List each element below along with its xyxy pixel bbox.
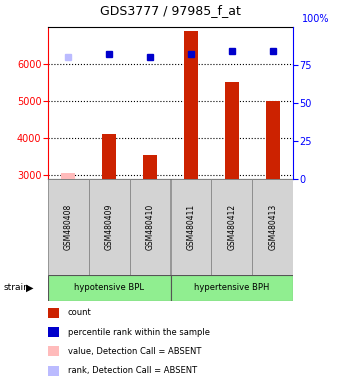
Bar xyxy=(252,179,293,275)
Text: hypertensive BPH: hypertensive BPH xyxy=(194,283,270,293)
Text: ▶: ▶ xyxy=(26,283,33,293)
Text: value, Detection Call = ABSENT: value, Detection Call = ABSENT xyxy=(68,347,201,356)
Text: hypotensive BPL: hypotensive BPL xyxy=(74,283,144,293)
Bar xyxy=(170,275,293,301)
Bar xyxy=(48,275,170,301)
Bar xyxy=(61,173,75,179)
Bar xyxy=(102,134,116,179)
Text: GSM480408: GSM480408 xyxy=(64,204,73,250)
Bar xyxy=(89,179,130,275)
Bar xyxy=(266,101,280,179)
Text: GSM480411: GSM480411 xyxy=(187,204,195,250)
Bar xyxy=(170,179,211,275)
Text: GDS3777 / 97985_f_at: GDS3777 / 97985_f_at xyxy=(100,4,241,17)
Text: 100%: 100% xyxy=(301,14,329,24)
Bar xyxy=(48,366,59,376)
Text: GSM480409: GSM480409 xyxy=(105,204,114,250)
Text: count: count xyxy=(68,308,91,318)
Bar xyxy=(48,308,59,318)
Text: GSM480412: GSM480412 xyxy=(227,204,236,250)
Text: strain: strain xyxy=(3,283,29,293)
Bar xyxy=(184,31,198,179)
Text: rank, Detection Call = ABSENT: rank, Detection Call = ABSENT xyxy=(68,366,197,375)
Text: GSM480410: GSM480410 xyxy=(146,204,154,250)
Bar xyxy=(143,154,157,179)
Bar xyxy=(48,346,59,356)
Bar xyxy=(48,179,89,275)
Bar xyxy=(211,179,252,275)
Text: GSM480413: GSM480413 xyxy=(268,204,277,250)
Bar xyxy=(225,83,239,179)
Text: percentile rank within the sample: percentile rank within the sample xyxy=(68,328,210,337)
Bar xyxy=(48,327,59,337)
Bar xyxy=(130,179,170,275)
